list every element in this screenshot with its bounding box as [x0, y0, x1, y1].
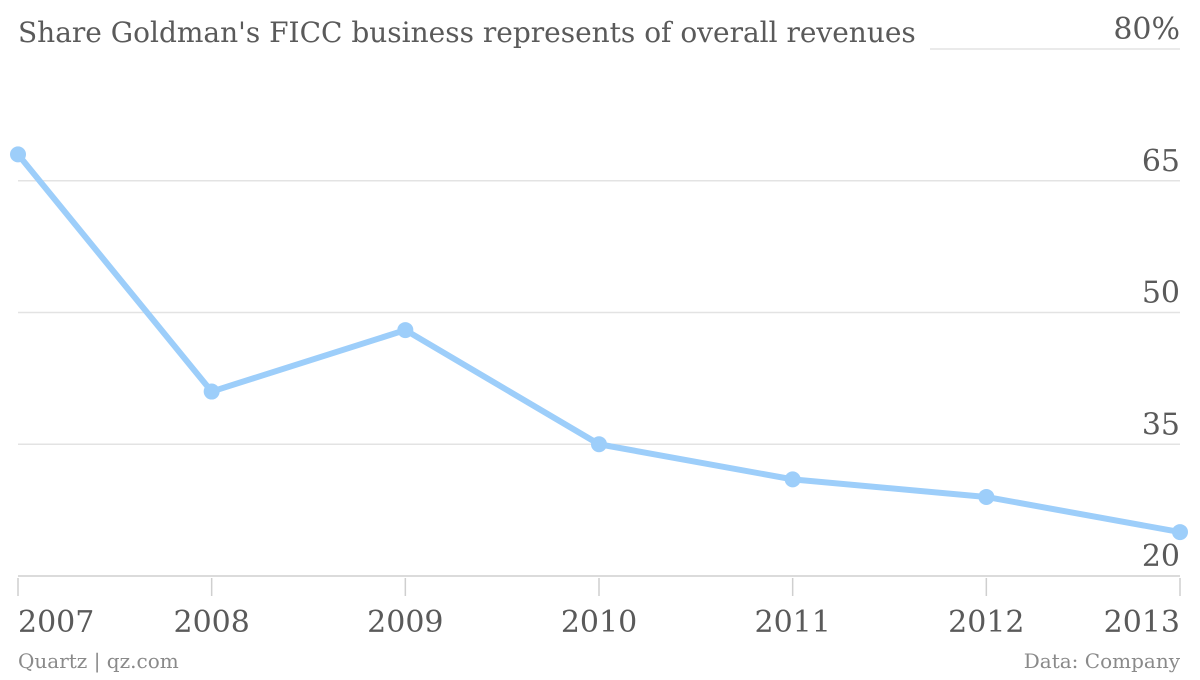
data-point [203, 383, 220, 400]
x-tick-label: 2008 [173, 605, 249, 640]
data-source: Data: Company [1024, 649, 1181, 673]
x-axis-ticks: 2007 2008 2009 2010 2011 2012 2013 [17, 578, 1181, 640]
series-line [15, 151, 1183, 536]
gridlines [18, 48, 1180, 577]
x-tick-label: 2013 [1104, 605, 1180, 640]
data-point [784, 471, 801, 488]
y-tick-label: 80% [1113, 12, 1180, 47]
x-tick-label: 2010 [561, 605, 637, 640]
y-tick-label: 65 [1142, 144, 1180, 179]
data-point [591, 436, 607, 453]
data-point [397, 322, 414, 339]
y-tick-label: 50 [1142, 276, 1180, 311]
data-point [1172, 524, 1188, 541]
source-credit: Quartz | qz.com [18, 649, 179, 674]
y-tick-label: 35 [1142, 407, 1180, 442]
y-tick-label: 20 [1142, 539, 1180, 574]
x-tick-label: 2012 [948, 605, 1024, 640]
data-point [978, 488, 995, 505]
data-point [10, 146, 26, 163]
series-layer [10, 146, 1188, 541]
x-tick-label: 2011 [754, 605, 830, 640]
x-tick-label: 2009 [367, 605, 443, 640]
x-tick-label: 2007 [18, 605, 94, 640]
y-axis-ticks: 20 35 50 65 80% [1113, 12, 1180, 574]
chart-title: Share Goldman's FICC business represents… [18, 16, 916, 49]
